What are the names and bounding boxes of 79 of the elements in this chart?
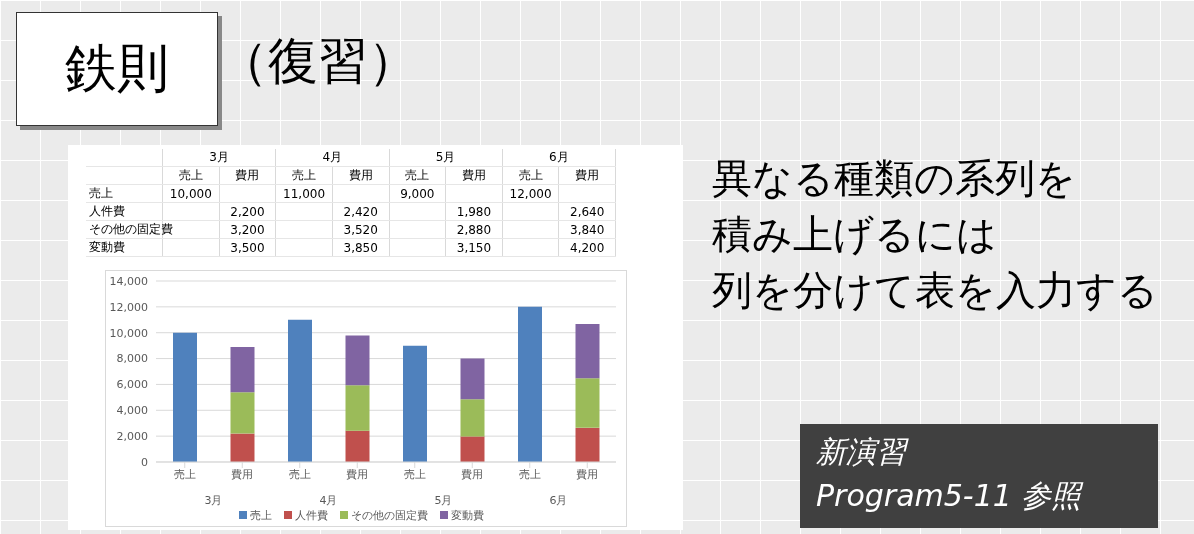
y-tick-label: 14,000	[109, 274, 148, 288]
category-label: 費用	[348, 168, 373, 182]
bar	[288, 319, 312, 462]
data-label: 3,850	[332, 238, 389, 257]
legend-label: 変動費	[449, 508, 484, 523]
text: 3月	[204, 493, 223, 507]
bar	[403, 345, 427, 462]
x-tick-label: 費用	[461, 467, 484, 481]
data-label: 3,520	[332, 220, 389, 239]
data-label: 1,980	[445, 202, 503, 221]
data-label: 11,000	[275, 184, 333, 203]
bar	[230, 433, 255, 462]
data-label: 3,150	[445, 238, 503, 257]
bar	[345, 430, 370, 462]
bar	[460, 358, 485, 400]
data-label: 3,840	[558, 220, 616, 239]
legend-label: 人件費	[293, 508, 328, 523]
y-tick-label: 4,000	[116, 404, 148, 418]
text: 列を分けて表を入力する	[712, 266, 1158, 315]
data-label: 12,000	[502, 184, 559, 203]
text: その他の固定費	[89, 222, 173, 236]
data-label: 2,420	[332, 202, 389, 221]
x-tick-label: 売上	[518, 467, 541, 481]
text: 売上	[89, 186, 113, 200]
text: 新演習	[816, 433, 910, 471]
data-label: 2,880	[445, 220, 503, 239]
x-tick-label: 費用	[346, 467, 369, 481]
text: 5月	[434, 493, 453, 507]
y-tick-label: 0	[141, 455, 148, 469]
x-tick-label: 費用	[576, 467, 599, 481]
bar	[173, 332, 197, 462]
x-tick-label: 売上	[173, 467, 196, 481]
data-label: 2,200	[219, 202, 276, 221]
text: 4月	[322, 150, 343, 164]
text: 人件費	[89, 204, 125, 218]
category-label: 費用	[235, 168, 260, 182]
y-tick-label: 10,000	[109, 326, 148, 340]
text: 変動費	[89, 240, 125, 254]
bar	[460, 436, 485, 462]
bar	[345, 385, 370, 431]
text: 積み上げるには	[712, 210, 998, 259]
data-label: 3,200	[219, 220, 276, 239]
category-label: 売上	[405, 168, 430, 182]
legend-label: 売上	[248, 508, 272, 523]
category-label: 費用	[461, 168, 486, 182]
bar	[460, 399, 485, 437]
legend-label: その他の固定費	[349, 508, 428, 523]
bar	[575, 427, 600, 462]
bar	[230, 346, 255, 393]
data-label: 3,500	[219, 238, 276, 257]
y-tick-label: 8,000	[116, 352, 148, 366]
text: 4月	[319, 493, 338, 507]
category-label: 費用	[575, 168, 600, 182]
bar	[345, 335, 370, 386]
text: 3月	[209, 150, 229, 164]
text: 6月	[549, 493, 568, 507]
y-tick-label: 2,000	[116, 430, 148, 444]
y-tick-label: 12,000	[109, 300, 148, 314]
x-tick-label: 売上	[403, 467, 426, 481]
data-label: 10,000	[162, 184, 220, 203]
category-label: 売上	[518, 168, 543, 182]
text: Program5-11 参照	[816, 477, 1085, 515]
category-label: 売上	[178, 168, 203, 182]
y-tick-label: 6,000	[116, 378, 148, 392]
data-label: 9,000	[389, 184, 446, 203]
data-label: 4,200	[558, 238, 616, 257]
bar	[575, 378, 600, 428]
bar	[575, 323, 600, 379]
text: 5月	[435, 150, 456, 164]
bar	[230, 392, 255, 434]
chart-subtitle: （復習）	[218, 31, 418, 92]
category-label: 売上	[292, 168, 317, 182]
text: 6月	[549, 150, 569, 164]
bar	[518, 306, 542, 462]
x-tick-label: 費用	[231, 467, 254, 481]
chart-title: 鉄則	[16, 12, 218, 126]
data-label: 2,640	[558, 202, 616, 221]
text: 異なる種類の系列を	[712, 154, 1077, 203]
x-tick-label: 売上	[288, 467, 311, 481]
